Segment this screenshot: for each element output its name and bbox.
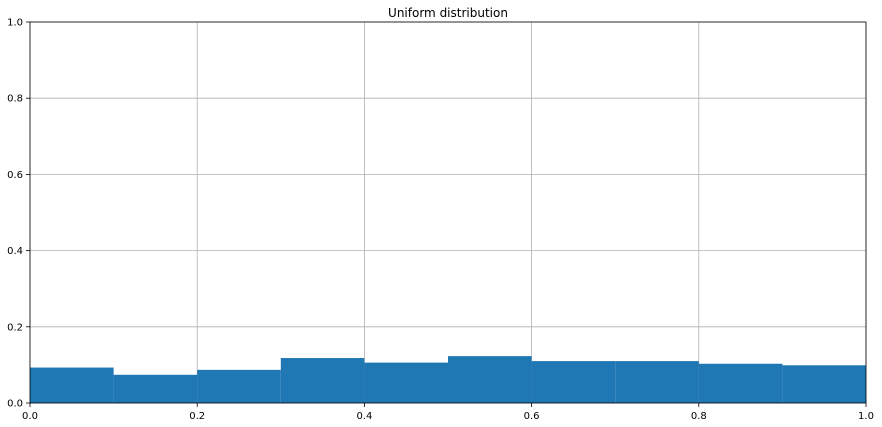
histogram-bar <box>364 362 448 403</box>
y-tick-label: 0.6 <box>7 170 23 181</box>
histogram-bar <box>698 363 783 403</box>
histogram-bar <box>782 365 866 403</box>
axes-frame <box>29 21 867 404</box>
y-tick-label: 0.0 <box>7 399 23 410</box>
x-tick-label: 0.0 <box>22 411 38 422</box>
histogram-bar <box>615 361 699 403</box>
histogram-bar <box>531 361 616 403</box>
y-tick-label: 0.8 <box>7 94 23 105</box>
histogram-bar <box>30 367 114 403</box>
axes <box>26 21 867 407</box>
tick-labels: 0.0 0.2 0.4 0.6 0.8 1.0 0.0 0.2 0.4 0.6 0.8 1.0 <box>7 18 874 423</box>
x-tick-label: 0.6 <box>524 411 540 422</box>
y-tick-label: 0.4 <box>7 246 23 257</box>
chart-title: Uniform distribution <box>388 6 508 20</box>
histogram-bar <box>280 358 365 403</box>
y-tick-label: 0.2 <box>7 322 23 333</box>
histogram-bars <box>30 356 866 403</box>
x-tick-label: 0.2 <box>189 411 205 422</box>
histogram-bar <box>448 356 532 403</box>
x-tick-label: 1.0 <box>858 411 874 422</box>
y-tick-label: 1.0 <box>7 18 23 29</box>
x-tick-label: 0.4 <box>356 411 372 422</box>
x-tick-label: 0.8 <box>691 411 707 422</box>
histogram-bar <box>197 369 281 403</box>
histogram-bar <box>113 374 198 403</box>
